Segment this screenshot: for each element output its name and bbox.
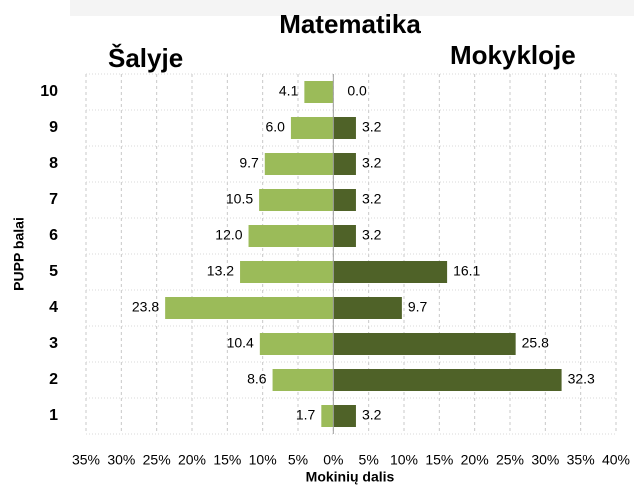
x-tick-label: 30%: [531, 452, 559, 468]
bar: [333, 297, 402, 319]
bar: [333, 225, 356, 247]
bar: [321, 405, 334, 427]
x-axis-label: Mokinių dalis: [306, 469, 395, 485]
x-tick-label: 10%: [249, 452, 277, 468]
bar: [333, 189, 356, 211]
y-tick-label: 7: [49, 191, 58, 208]
value-label: 3.2: [362, 191, 382, 207]
value-label: 3.2: [362, 227, 382, 243]
bar: [333, 261, 448, 283]
header-band: [70, 0, 634, 16]
value-label: 10.4: [227, 335, 254, 351]
value-label: 3.2: [362, 119, 382, 135]
value-label: 12.0: [215, 227, 242, 243]
bar: [165, 297, 334, 319]
right-series-name: Mokykloje: [450, 40, 576, 70]
y-tick-label: 5: [49, 263, 58, 280]
y-tick-label: 2: [49, 371, 58, 388]
value-label: 9.7: [239, 155, 259, 171]
bar: [333, 117, 356, 139]
value-label: 3.2: [362, 155, 382, 171]
value-label: 23.8: [132, 299, 159, 315]
bar: [333, 369, 562, 391]
value-label: 9.7: [408, 299, 428, 315]
bar: [264, 153, 334, 175]
x-tick-label: 5%: [288, 452, 308, 468]
x-tick-label: 40%: [602, 452, 630, 468]
bar: [259, 189, 334, 211]
value-label: 0.0: [347, 83, 367, 99]
value-label: 1.7: [296, 407, 316, 423]
bar: [240, 261, 334, 283]
y-tick-label: 4: [49, 299, 58, 316]
x-tick-label: 25%: [143, 452, 171, 468]
x-tick-label: 0%: [323, 452, 343, 468]
left-series-name: Šalyje: [108, 43, 183, 73]
x-tick-label: 35%: [72, 452, 100, 468]
y-axis-label: PUPP balai: [11, 217, 27, 291]
value-label: 4.1: [279, 83, 299, 99]
bar: [248, 225, 334, 247]
y-tick-label: 6: [49, 227, 58, 244]
value-label: 8.6: [247, 371, 267, 387]
value-label: 25.8: [522, 335, 549, 351]
x-tick-label: 15%: [213, 452, 241, 468]
bar: [304, 81, 334, 103]
chart-title: Matematika: [279, 9, 421, 39]
bar: [272, 369, 334, 391]
x-tick-label: 20%: [178, 452, 206, 468]
bar: [259, 333, 334, 355]
value-label: 3.2: [362, 407, 382, 423]
value-label: 32.3: [568, 371, 595, 387]
bar: [333, 153, 356, 175]
bar: [290, 117, 334, 139]
bar: [333, 405, 356, 427]
y-tick-label: 10: [40, 83, 58, 100]
y-tick-label: 8: [49, 155, 58, 172]
y-tick-label: 1: [49, 407, 58, 424]
x-tick-label: 5%: [359, 452, 379, 468]
x-tick-label: 10%: [390, 452, 418, 468]
x-tick-label: 35%: [567, 452, 595, 468]
x-tick-label: 25%: [496, 452, 524, 468]
value-label: 6.0: [265, 119, 285, 135]
x-tick-label: 15%: [425, 452, 453, 468]
x-tick-label: 20%: [461, 452, 489, 468]
value-label: 13.2: [207, 263, 234, 279]
value-label: 16.1: [453, 263, 480, 279]
x-tick-label: 30%: [107, 452, 135, 468]
bar: [333, 333, 516, 355]
y-tick-label: 3: [49, 335, 58, 352]
y-tick-label: 9: [49, 119, 58, 136]
value-label: 10.5: [226, 191, 253, 207]
